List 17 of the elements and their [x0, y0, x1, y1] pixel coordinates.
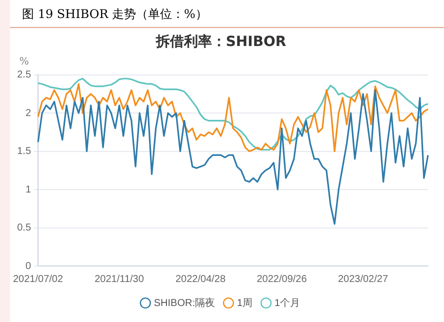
x-tick-label: 2022/04/28 [175, 274, 226, 285]
y-tick-label: 1.5 [17, 146, 32, 158]
y-tick-label: 1 [25, 184, 32, 196]
x-tick-label: 2023/02/27 [338, 274, 388, 285]
x-tick-label: 2021/07/02 [12, 274, 64, 285]
chart-subtitle: 拆借利率：SHIBOR [154, 33, 286, 50]
x-tick-label: 2021/11/30 [94, 274, 144, 285]
legend-label: SHIBOR:隔夜 [154, 296, 216, 309]
y-tick-label: 0 [25, 260, 32, 272]
x-tick-label: 2022/09/26 [256, 274, 308, 285]
y-tick-label: 2.5 [17, 70, 32, 81]
legend-label: 1周 [237, 298, 253, 309]
chart-title: 图 19 SHIBOR 走势（单位：%） [10, 0, 444, 28]
y-axis-title: % [19, 56, 29, 68]
y-tick-label: 0.5 [17, 222, 32, 234]
legend-label: 1个月 [274, 296, 300, 309]
y-tick-label: 2 [25, 108, 32, 119]
